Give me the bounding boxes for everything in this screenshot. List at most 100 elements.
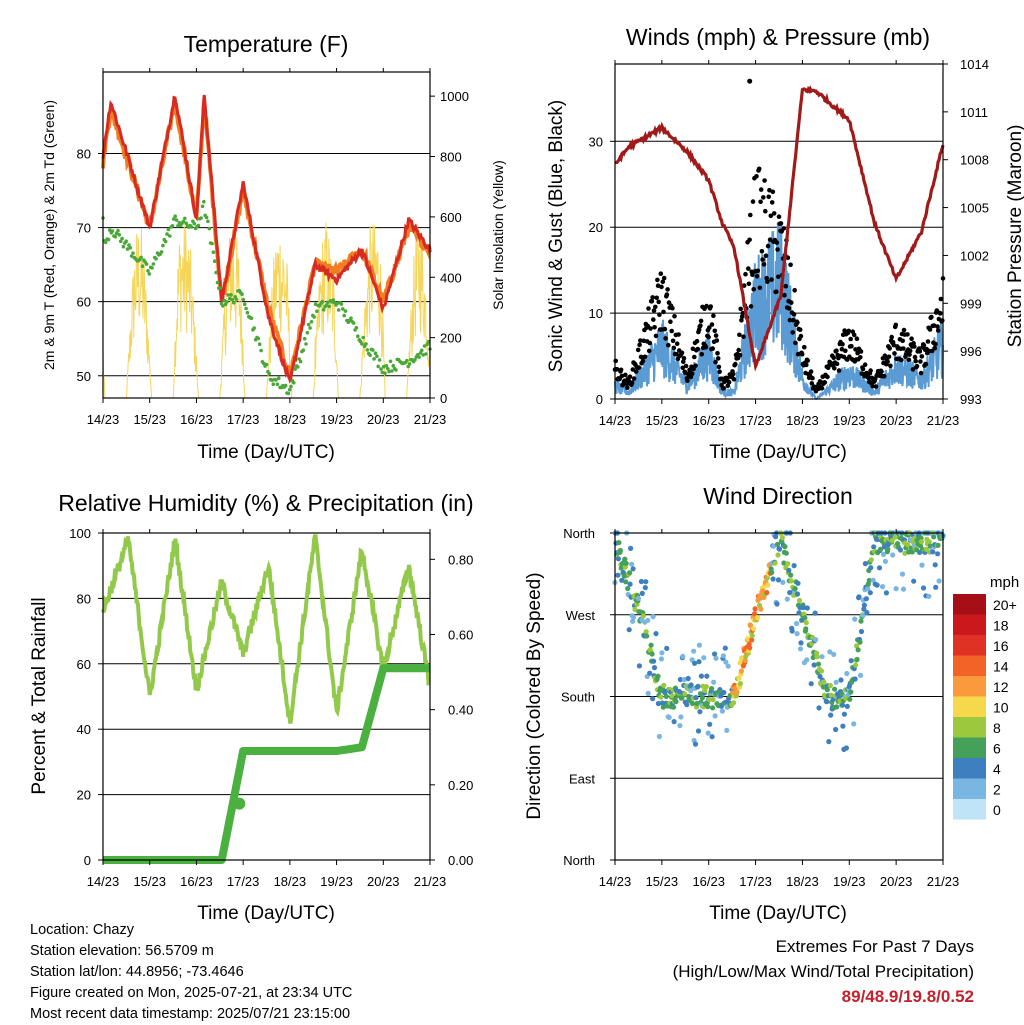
- gust-point: [912, 354, 918, 360]
- direction-point: [804, 657, 810, 663]
- gust-point: [715, 356, 721, 361]
- dewpoint-point: [343, 309, 348, 313]
- dewpoint-point: [125, 247, 130, 251]
- direction-point: [616, 540, 622, 546]
- direction-point: [861, 606, 867, 612]
- gust-point: [913, 358, 918, 364]
- direction-point: [860, 612, 866, 619]
- gust-point: [868, 368, 873, 373]
- direction-point: [719, 708, 726, 714]
- x-tick-label: 16/23: [180, 874, 213, 889]
- direction-point: [853, 662, 859, 668]
- direction-point: [772, 560, 778, 566]
- dewpoint-point: [116, 228, 120, 233]
- direction-point: [803, 620, 809, 626]
- gust-point: [713, 333, 719, 338]
- gust-point: [754, 274, 760, 279]
- direction-point: [880, 551, 887, 558]
- gust-point: [938, 311, 943, 316]
- direction-point: [784, 596, 790, 602]
- direction-point: [800, 604, 807, 611]
- gust-point: [940, 318, 945, 323]
- gust-point: [721, 386, 726, 391]
- gust-point: [788, 262, 793, 268]
- dewpoint-point: [383, 371, 387, 376]
- x-tick-label: 15/23: [133, 412, 166, 427]
- gust-point: [703, 345, 709, 350]
- direction-point: [824, 687, 830, 693]
- direction-point: [627, 581, 633, 587]
- legend-label: 6: [993, 741, 1001, 757]
- gust-point: [654, 295, 659, 301]
- x-tick-label: 18/23: [274, 874, 307, 889]
- direction-point: [833, 679, 839, 685]
- y-tick-label-right: 1002: [960, 248, 989, 263]
- dewpoint-point: [200, 204, 205, 209]
- gust-point: [748, 304, 754, 309]
- gust-point: [619, 373, 625, 379]
- direction-point: [742, 657, 748, 664]
- dewpoint-point: [270, 378, 274, 383]
- legend-label: 18: [993, 618, 1009, 634]
- direction-point: [663, 693, 669, 700]
- gust-point: [907, 352, 912, 357]
- gust-point: [832, 366, 837, 371]
- gust-point: [631, 376, 637, 381]
- gust-point: [851, 332, 857, 338]
- direction-point: [724, 727, 730, 734]
- gust-point: [881, 373, 887, 379]
- dewpoint-point: [405, 358, 409, 363]
- direction-point: [765, 582, 771, 588]
- gust-point: [905, 332, 910, 337]
- direction-point: [935, 542, 941, 548]
- y-tick-label-right: 800: [440, 150, 462, 165]
- gust-point: [658, 271, 664, 277]
- direction-point: [681, 677, 687, 683]
- direction-point: [812, 610, 818, 616]
- direction-point: [643, 629, 649, 635]
- gust-point: [653, 304, 658, 310]
- gust-point: [917, 349, 923, 354]
- gust-point: [791, 312, 797, 317]
- gust-point: [808, 369, 814, 374]
- direction-point: [804, 605, 810, 611]
- y-tick-label-right: 600: [440, 210, 462, 225]
- direction-point: [677, 723, 683, 729]
- x-tick-label: 15/23: [133, 874, 166, 889]
- temp-2m-line: [101, 94, 432, 384]
- gust-point: [763, 253, 769, 258]
- legend-label: 0: [993, 802, 1001, 818]
- direction-point: [890, 552, 896, 558]
- dewpoint-point: [375, 354, 379, 359]
- gust-point: [892, 351, 897, 356]
- direction-point: [795, 580, 801, 586]
- direction-point: [861, 602, 868, 608]
- legend-swatch: [953, 758, 986, 779]
- gust-point: [755, 268, 761, 274]
- legend-label: 4: [993, 761, 1001, 777]
- station-elevation: Station elevation: 56.5709 m: [30, 943, 214, 959]
- direction-point: [615, 572, 621, 578]
- gust-point: [681, 356, 687, 361]
- dewpoint-point: [320, 299, 325, 304]
- direction-point: [690, 700, 696, 707]
- y-tick-label: 60: [77, 657, 91, 672]
- direction-point: [786, 567, 792, 574]
- gust-point: [775, 247, 780, 252]
- direction-point: [738, 668, 745, 674]
- temperature-panel: Temperature (F) Time (Day/UTC) 2m & 9m T…: [41, 31, 506, 463]
- direction-point: [737, 660, 743, 666]
- gust-point: [665, 287, 670, 292]
- legend-label: 2: [993, 782, 1001, 798]
- humidity-title: Relative Humidity (%) & Precipitation (i…: [58, 490, 473, 516]
- dewpoint-point: [371, 348, 375, 352]
- gust-point: [754, 174, 759, 179]
- humidity-plot-area: 0 20 40 60 80 100 0.00 0.20 0.40 0.60 0.80 14/23 15/…: [69, 526, 473, 889]
- direction-point: [841, 711, 848, 717]
- gust-point: [819, 386, 825, 391]
- speed-color-legend: mph 20+ 18 16 14 12 10 8 6 4 2 0: [953, 574, 1019, 820]
- dewpoint-point: [174, 218, 179, 222]
- dewpoint-point: [271, 382, 276, 387]
- direction-point: [706, 696, 712, 703]
- dewpoint-point: [257, 342, 262, 347]
